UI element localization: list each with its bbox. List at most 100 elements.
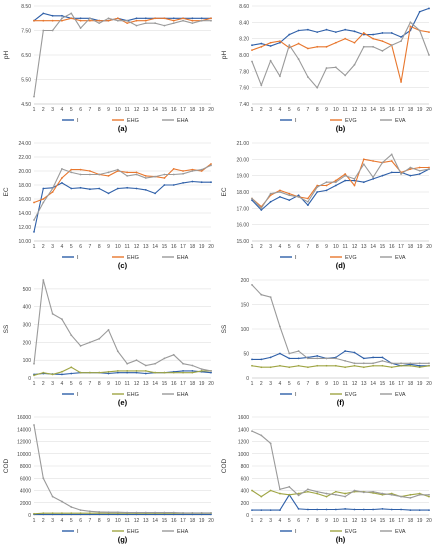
- data-point: [372, 45, 375, 48]
- data-point: [172, 19, 175, 22]
- data-point: [316, 490, 319, 493]
- data-point: [325, 508, 328, 511]
- x-tick-label: 9: [325, 244, 328, 250]
- data-point: [126, 22, 129, 25]
- data-point: [288, 493, 291, 496]
- data-point: [126, 362, 129, 365]
- data-point: [306, 357, 309, 360]
- panel-label: (f): [337, 398, 345, 407]
- data-point: [334, 179, 337, 182]
- data-point: [88, 512, 91, 515]
- x-tick-label: 4: [279, 518, 282, 524]
- data-point: [306, 200, 309, 203]
- series-line-eha: [33, 164, 212, 221]
- x-tick-label: 10: [333, 107, 339, 113]
- data-point: [163, 357, 166, 360]
- x-tick-label: 11: [125, 518, 130, 524]
- data-point: [42, 477, 45, 480]
- y-tick-label: 2000: [20, 501, 31, 507]
- data-point: [353, 30, 356, 33]
- data-point: [418, 169, 421, 172]
- x-tick-label: 3: [51, 244, 54, 250]
- x-tick-label: 10: [333, 244, 339, 250]
- legend-label: I: [295, 529, 297, 535]
- data-point: [135, 369, 138, 372]
- panel-label: (b): [336, 124, 346, 133]
- legend-label: EHG: [127, 118, 139, 124]
- x-tick-label: 2: [42, 518, 45, 524]
- data-point: [381, 40, 384, 43]
- x-tick-label: 17: [398, 518, 404, 524]
- y-tick-label: 20.00: [18, 169, 31, 175]
- data-point: [126, 369, 129, 372]
- data-point: [200, 369, 203, 372]
- data-point: [200, 168, 203, 171]
- y-tick-label: 0: [28, 376, 31, 382]
- legend-label: EVA: [395, 255, 406, 261]
- data-point: [163, 184, 166, 186]
- data-point: [107, 328, 110, 331]
- x-tick-label: 10: [333, 381, 339, 387]
- data-point: [61, 14, 63, 17]
- data-point: [353, 184, 356, 187]
- legend-label: EVG: [345, 118, 357, 124]
- data-point: [135, 171, 138, 174]
- y-tick-label: 17.00: [236, 206, 249, 212]
- x-tick-label: 20: [426, 518, 432, 524]
- data-point: [210, 371, 212, 374]
- data-point: [362, 32, 365, 34]
- data-point: [428, 31, 430, 34]
- data-point: [51, 29, 54, 32]
- data-point: [400, 81, 402, 83]
- data-point: [316, 191, 319, 193]
- x-tick-label: 18: [408, 381, 414, 387]
- data-point: [260, 42, 263, 45]
- data-point: [191, 180, 194, 183]
- legend-label: EVG: [345, 255, 357, 261]
- data-point: [390, 171, 393, 174]
- data-point: [107, 511, 110, 514]
- x-tick-label: 20: [426, 244, 432, 250]
- chart-panel-b: 7.407.607.808.008.208.408.601 2 3 4 5 6 7 8 9 10 1…: [221, 4, 432, 133]
- y-axis-label: COD: [221, 458, 228, 473]
- data-point: [88, 173, 91, 176]
- data-point: [154, 371, 157, 374]
- panel-label: (c): [118, 261, 128, 270]
- data-point: [135, 173, 138, 176]
- data-point: [260, 366, 263, 369]
- data-point: [251, 60, 253, 63]
- legend-label: I: [77, 392, 79, 398]
- x-tick-label: 18: [408, 518, 414, 524]
- data-point: [210, 511, 212, 514]
- data-point: [200, 19, 203, 22]
- data-point: [418, 173, 421, 175]
- data-point: [353, 362, 356, 365]
- data-point: [61, 17, 63, 20]
- x-tick-label: 20: [208, 381, 214, 387]
- data-point: [116, 19, 119, 22]
- data-point: [279, 75, 281, 78]
- data-point: [98, 19, 101, 22]
- x-tick-label: 17: [398, 107, 404, 113]
- x-tick-label: 18: [190, 107, 196, 113]
- legend-label: I: [77, 255, 79, 261]
- y-axis-label: COD: [3, 458, 10, 473]
- data-point: [409, 25, 412, 28]
- data-point: [428, 166, 430, 169]
- x-tick-label: 2: [260, 381, 263, 387]
- series-line-ehg: [33, 366, 211, 376]
- data-point: [70, 366, 73, 369]
- y-tick-label: 16.00: [236, 223, 249, 229]
- data-point: [325, 364, 328, 367]
- series-line-evg: [251, 365, 430, 368]
- data-point: [269, 489, 272, 492]
- data-point: [390, 366, 393, 369]
- data-point: [390, 493, 393, 496]
- data-point: [372, 37, 375, 40]
- x-tick-label: 9: [107, 244, 110, 250]
- series-line-eva: [251, 284, 429, 364]
- x-tick-label: 4: [61, 107, 64, 113]
- x-tick-label: 9: [107, 381, 110, 387]
- data-point: [334, 490, 337, 493]
- data-point: [51, 312, 54, 315]
